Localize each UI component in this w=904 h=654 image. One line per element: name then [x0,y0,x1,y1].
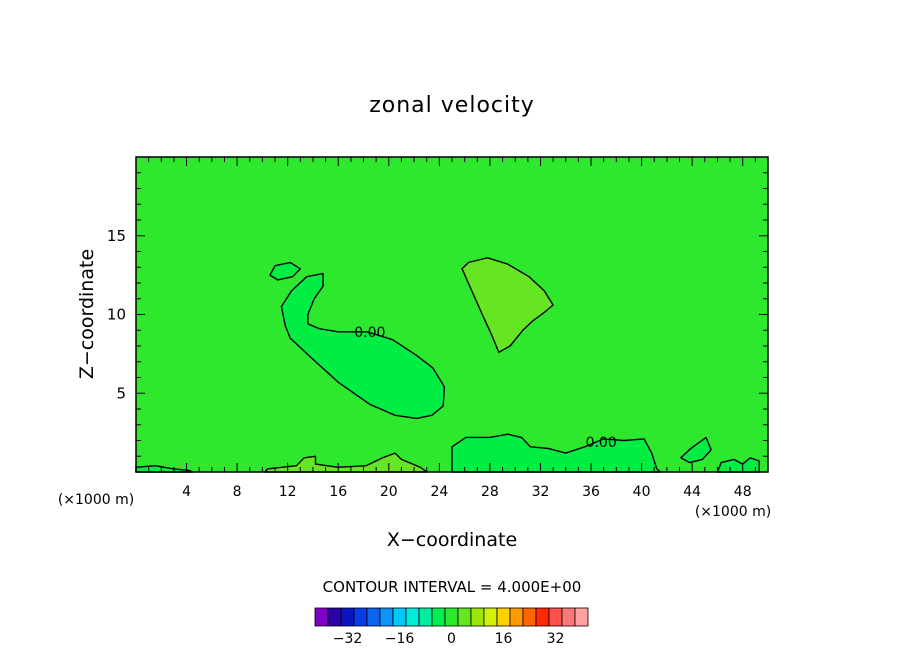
x-tick-label: 32 [532,484,550,500]
colorbar-tick-labels: −32 −16 0 16 32 [333,631,565,647]
colorbar-swatch [522,607,537,627]
contour-interval-label: CONTOUR INTERVAL = 4.000E+00 [323,578,582,596]
negative-region-4 [680,436,712,464]
colorbar-swatch [418,607,433,627]
chart-title: zonal velocity [369,93,535,118]
colorbar-swatch [392,607,407,627]
colorbar-swatch [444,607,459,627]
colorbar-swatch [431,607,446,627]
y-axis-ticks: 5 10 15 [107,172,768,457]
colorbar-swatch [509,607,524,627]
colorbar-swatch [535,607,550,627]
contour-regions [135,257,760,473]
contour-label: 0.00 [586,435,617,451]
colorbar-swatch [379,607,394,627]
x-tick-label: 16 [329,484,347,500]
x-tick-label: 24 [430,484,448,500]
x-tick-label: 48 [734,484,752,500]
positive-region-5 [264,452,428,473]
colorbar-swatch [366,607,381,627]
colorbar-swatch [314,607,329,627]
colorbar-swatch [483,607,498,627]
x-axis-label: X−coordinate [387,529,517,551]
colorbar-swatch [405,607,420,627]
colorbar-swatch [548,607,563,627]
colorbar-swatch [470,607,485,627]
colorbar-swatch [340,607,355,627]
colorbar-tick-label: −32 [333,631,363,647]
colorbar-tick-label: 16 [495,631,513,647]
x-tick-label: 36 [582,484,600,500]
colorbar-swatch [561,607,576,627]
x-tick-label: 28 [481,484,499,500]
negative-region-7 [716,457,760,473]
colorbar-tick-label: 32 [547,631,565,647]
colorbar-tick-label: −16 [385,631,415,647]
y-axis-label: Z−coordinate [76,249,98,379]
colorbar-swatch [457,607,472,627]
colorbar-swatch [496,607,511,627]
x-tick-label: 12 [279,484,297,500]
contour-labels: 0.00 0.00 [354,325,616,451]
colorbar-swatch [327,607,342,627]
y-tick-label: 15 [107,227,126,245]
x-tick-label: 20 [380,484,398,500]
plot-background [136,157,768,472]
contour-label: 0.00 [354,325,385,341]
positive-region-2 [461,257,554,353]
negative-region-0 [280,272,446,420]
x-axis-ticks: 4 8 12 16 20 24 28 32 36 40 44 48 [148,157,756,500]
y-tick-label: 5 [116,384,126,402]
x-unit-right: (×1000 m) [695,504,771,520]
x-unit-left: (×1000 m) [58,492,134,508]
colorbar-tick-label: 0 [447,631,456,647]
colorbar-swatch [574,607,589,627]
x-tick-label: 8 [233,484,242,500]
x-tick-label: 40 [633,484,651,500]
negative-region-1 [269,261,301,281]
negative-region-3 [451,433,662,473]
x-tick-label: 4 [182,484,191,500]
colorbar [314,607,589,627]
colorbar-swatch [353,607,368,627]
y-tick-label: 10 [107,306,126,324]
x-tick-label: 44 [683,484,701,500]
